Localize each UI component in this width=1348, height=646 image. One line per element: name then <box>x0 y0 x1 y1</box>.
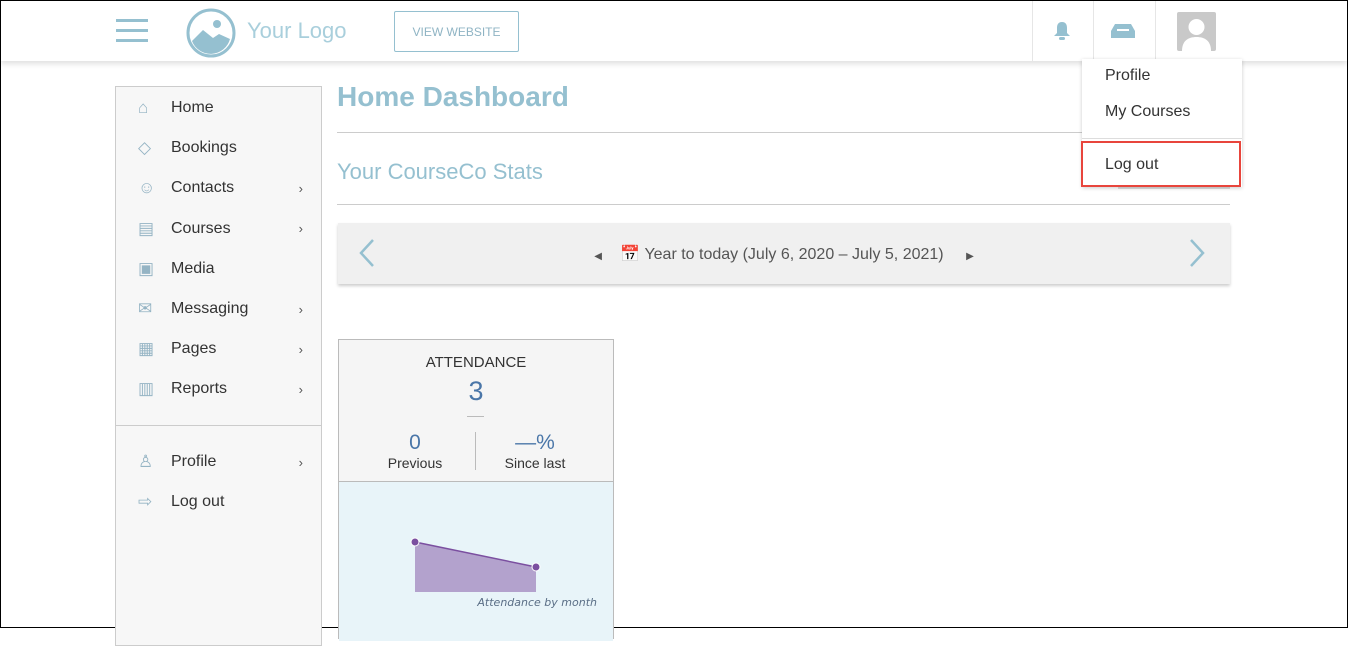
previous-label: Previous <box>387 455 443 471</box>
chevron-right-icon: › <box>298 381 303 397</box>
card-value: 3 <box>468 376 484 406</box>
sidebar-item-log-out[interactable]: ⇨ Log out <box>116 482 321 522</box>
sidebar-item-media[interactable]: ▣ Media <box>116 249 321 289</box>
sidebar-item-messaging[interactable]: ✉ Messaging › <box>116 289 321 329</box>
chart-caption: Attendance by month <box>477 596 597 609</box>
sidebar-item-courses[interactable]: ▤ Courses › <box>116 209 321 249</box>
logo-icon <box>186 8 236 58</box>
prev-period-chevron-icon[interactable] <box>358 238 376 268</box>
sidebar-item-label: Bookings <box>171 139 237 157</box>
change-label: Since last <box>504 455 566 471</box>
change-value: —% <box>515 431 555 454</box>
chevron-right-icon: › <box>298 341 303 357</box>
next-period-chevron-icon[interactable] <box>1188 238 1206 268</box>
sidebar-item-home[interactable]: ⌂ Home <box>116 88 321 128</box>
menu-item-profile[interactable]: Profile <box>1105 67 1151 84</box>
sidebar: ⌂ Home ◇ Bookings ☺ Contacts › ▤ Courses › ▣ Media ✉… <box>115 86 322 646</box>
sidebar-item-label: Home <box>171 99 214 116</box>
home-icon: ⌂ <box>138 98 149 117</box>
media-icon: ▣ <box>138 258 155 278</box>
sidebar-item-label: Pages <box>171 340 217 358</box>
chat-icon: ✉ <box>138 299 153 318</box>
chart-area-fill <box>415 542 536 592</box>
tag-icon: ◇ <box>138 138 152 158</box>
chevron-right-icon: › <box>298 454 303 470</box>
courses-icon: ▤ <box>138 218 155 238</box>
inbox-icon[interactable] <box>1111 23 1135 39</box>
menu-item-log-out[interactable]: Log out <box>1105 156 1159 173</box>
sidebar-item-label: Log out <box>171 493 225 510</box>
previous-value: 0 <box>409 431 421 454</box>
view-website-button[interactable]: VIEW WEBSITE <box>394 11 519 52</box>
prev-arrow-icon[interactable]: ◀ <box>594 251 602 262</box>
sidebar-item-contacts[interactable]: ☺ Contacts › <box>116 168 321 208</box>
chart-point[interactable] <box>531 562 541 572</box>
user-avatar[interactable] <box>1177 12 1216 51</box>
card-title: ATTENDANCE <box>425 354 527 371</box>
chevron-right-icon: › <box>298 221 303 237</box>
top-header: Your Logo VIEW WEBSITE <box>1 1 1347 61</box>
user-dropdown-menu: Profile My Courses Log out <box>1081 59 1242 187</box>
page-title: Home Dashboard <box>337 81 569 112</box>
chart-area: Attendance by month <box>339 481 613 641</box>
sidebar-item-label: Profile <box>171 453 217 470</box>
sidebar-item-reports[interactable]: ▥ Reports › <box>116 369 321 409</box>
chevron-right-icon: › <box>298 301 303 317</box>
hamburger-menu-icon[interactable] <box>116 19 148 43</box>
chart-icon: ▥ <box>138 379 155 399</box>
attendance-chart <box>410 537 541 592</box>
logout-icon: ⇨ <box>138 492 153 511</box>
pages-icon: ▦ <box>138 339 155 359</box>
date-range-text[interactable]: Year to today (July 6, 2020 – July 5, 20… <box>644 246 944 263</box>
sidebar-item-label: Contacts <box>171 179 235 197</box>
date-range-bar: ◀ 📅 Year to today (July 6, 2020 – July 5… <box>338 223 1230 284</box>
logo-text[interactable]: Your Logo <box>247 18 347 43</box>
sidebar-item-label: Media <box>171 259 215 277</box>
sidebar-item-label: Courses <box>171 219 231 237</box>
people-icon: ☺ <box>138 178 156 198</box>
sidebar-item-label: Messaging <box>171 300 249 317</box>
calendar-icon: 📅 <box>620 246 641 263</box>
chart-line <box>414 541 537 568</box>
chart-point[interactable] <box>410 537 420 547</box>
user-icon: ♙ <box>138 452 154 471</box>
menu-item-my-courses[interactable]: My Courses <box>1105 103 1191 120</box>
next-arrow-icon[interactable]: ▶ <box>966 251 974 262</box>
chevron-right-icon: › <box>298 180 303 196</box>
sidebar-item-bookings[interactable]: ◇ Bookings <box>116 128 321 168</box>
sidebar-item-label: Reports <box>171 380 228 398</box>
section-subtitle: Your CourseCo Stats <box>337 159 543 184</box>
sidebar-item-profile[interactable]: ♙ Profile › <box>116 442 321 482</box>
sidebar-item-pages[interactable]: ▦ Pages › <box>116 329 321 369</box>
attendance-card: ATTENDANCE 3 0 Previous —% Since last At… <box>338 339 614 641</box>
bell-icon[interactable] <box>1053 21 1071 41</box>
